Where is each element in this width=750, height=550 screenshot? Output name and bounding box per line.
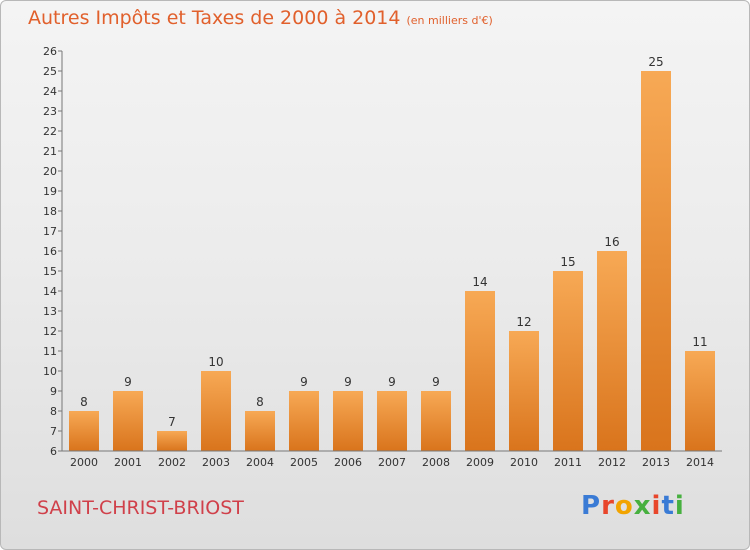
bar	[553, 271, 583, 451]
data-label: 14	[472, 275, 487, 289]
x-axis: 2000 2001 2002 2003 2004 2005 2006 2007 2008 2009…	[62, 451, 722, 469]
y-tick-label: 20	[43, 165, 57, 178]
brand-letter: t	[661, 491, 674, 521]
bar	[641, 71, 671, 451]
brand-logo: Proxiti	[581, 491, 685, 521]
x-tick-label: 2014	[686, 456, 714, 469]
x-tick-label: 2010	[510, 456, 538, 469]
bar	[333, 391, 363, 451]
brand-letter: o	[615, 491, 634, 521]
data-label: 15	[560, 255, 575, 269]
data-label: 9	[124, 375, 132, 389]
y-tick-label: 14	[43, 285, 57, 298]
brand-letter: x	[634, 491, 652, 521]
y-tick-label: 17	[43, 225, 57, 238]
data-label: 9	[432, 375, 440, 389]
x-tick-label: 2011	[554, 456, 582, 469]
x-tick-label: 2003	[202, 456, 230, 469]
x-tick-label: 2005	[290, 456, 318, 469]
x-tick-label: 2004	[246, 456, 274, 469]
x-tick-label: 2000	[70, 456, 98, 469]
commune-name: SAINT-CHRIST-BRIOST	[37, 497, 244, 519]
y-axis: 6 7 8 9 10 11 12 13 14 15 16 17 18 19 20 21 22 23 24 25 26	[43, 45, 62, 458]
bars-group: 8 9 7 10 8 9 9 9 9 14 12 15 16 25 11	[69, 55, 715, 451]
x-tick-label: 2002	[158, 456, 186, 469]
data-label: 9	[344, 375, 352, 389]
y-tick-label: 25	[43, 65, 57, 78]
y-tick-label: 26	[43, 45, 57, 58]
y-tick-label: 11	[43, 345, 57, 358]
y-tick-label: 21	[43, 145, 57, 158]
bar	[597, 251, 627, 451]
x-tick-label: 2006	[334, 456, 362, 469]
data-label: 8	[256, 395, 264, 409]
bar	[69, 411, 99, 451]
x-tick-label: 2009	[466, 456, 494, 469]
data-label: 8	[80, 395, 88, 409]
y-tick-label: 10	[43, 365, 57, 378]
x-tick-label: 2013	[642, 456, 670, 469]
bar	[113, 391, 143, 451]
y-tick-label: 16	[43, 245, 57, 258]
y-tick-label: 8	[50, 405, 57, 418]
data-label: 9	[300, 375, 308, 389]
x-tick-label: 2007	[378, 456, 406, 469]
y-tick-label: 19	[43, 185, 57, 198]
y-tick-label: 24	[43, 85, 57, 98]
y-tick-label: 15	[43, 265, 57, 278]
x-tick-label: 2012	[598, 456, 626, 469]
x-tick-label: 2008	[422, 456, 450, 469]
data-label: 7	[168, 415, 176, 429]
y-tick-label: 23	[43, 105, 57, 118]
data-label: 11	[692, 335, 707, 349]
x-tick-label: 2001	[114, 456, 142, 469]
data-label: 10	[208, 355, 223, 369]
data-label: 25	[648, 55, 663, 69]
y-tick-label: 13	[43, 305, 57, 318]
bar	[685, 351, 715, 451]
brand-letter: r	[601, 491, 615, 521]
bar	[421, 391, 451, 451]
y-tick-label: 18	[43, 205, 57, 218]
bar	[245, 411, 275, 451]
bar	[201, 371, 231, 451]
data-label: 9	[388, 375, 396, 389]
bar	[509, 331, 539, 451]
data-label: 12	[516, 315, 531, 329]
brand-letter: i	[675, 491, 685, 521]
y-tick-label: 9	[50, 385, 57, 398]
bar	[289, 391, 319, 451]
bar	[157, 431, 187, 451]
bar	[465, 291, 495, 451]
data-label: 16	[604, 235, 619, 249]
y-tick-label: 22	[43, 125, 57, 138]
y-tick-label: 7	[50, 425, 57, 438]
bar	[377, 391, 407, 451]
y-tick-label: 12	[43, 325, 57, 338]
brand-letter: i	[652, 491, 662, 521]
brand-letter: P	[581, 491, 601, 521]
y-tick-label: 6	[50, 445, 57, 458]
